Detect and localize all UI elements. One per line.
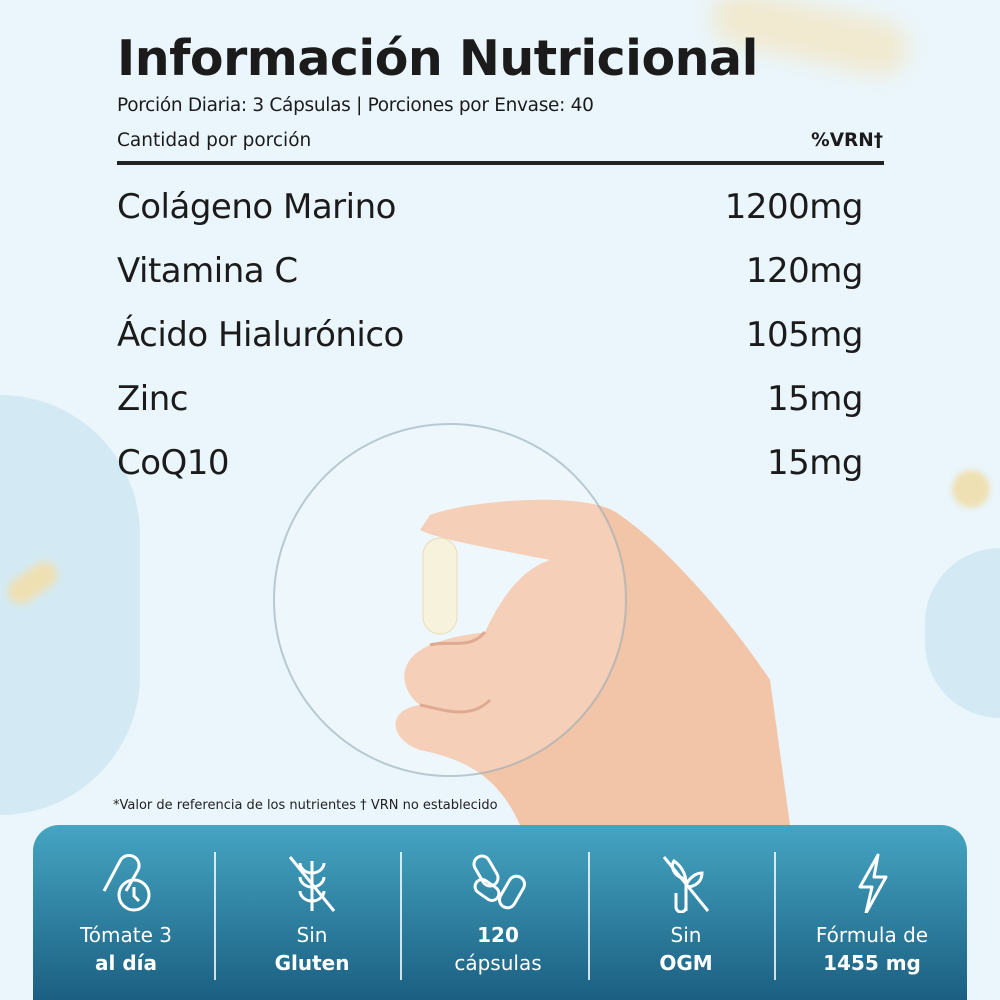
background-circle-left bbox=[0, 395, 140, 815]
nutrient-row: Colágeno Marino 1200mg bbox=[117, 187, 864, 227]
feature-line2: Gluten bbox=[274, 951, 350, 975]
divider bbox=[214, 852, 216, 980]
feature-line1: Sin bbox=[296, 923, 328, 947]
divider bbox=[588, 852, 590, 980]
feature-line1: 120 bbox=[477, 923, 519, 947]
nutrient-row: CoQ10 15mg bbox=[117, 443, 863, 483]
feature-line1: Sin bbox=[670, 923, 702, 947]
capsule-clock-icon bbox=[102, 853, 151, 912]
features-panel: Tómate 3 al día Sin Gluten 120 cápsulas … bbox=[33, 825, 967, 1000]
no-gmo-plant-icon bbox=[662, 856, 710, 913]
feature-gmo-free: Sin OGM bbox=[593, 825, 779, 1000]
nutrient-row: Ácido Hialurónico 105mg bbox=[117, 315, 864, 355]
nutrient-amount: 15mg bbox=[767, 379, 863, 419]
nutrient-row: Zinc 15mg bbox=[117, 379, 863, 419]
divider bbox=[400, 852, 402, 980]
serving-info: Porción Diaria: 3 Cápsulas | Porciones p… bbox=[117, 95, 594, 116]
lightning-icon bbox=[858, 853, 888, 913]
footnote: *Valor de referencia de los nutrientes †… bbox=[113, 798, 498, 813]
capsule bbox=[422, 537, 458, 635]
feature-formula: Fórmula de 1455 mg bbox=[779, 825, 965, 1000]
feature-line2: OGM bbox=[659, 951, 713, 975]
nutrient-row: Vitamina C 120mg bbox=[117, 251, 864, 291]
feature-line2: cápsulas bbox=[454, 951, 542, 975]
amount-per-serving-label: Cantidad por porción bbox=[117, 130, 312, 151]
feature-gluten-free: Sin Gluten bbox=[219, 825, 405, 1000]
nutrient-name: CoQ10 bbox=[117, 443, 230, 483]
divider bbox=[117, 161, 884, 165]
feature-capsule-count: 120 cápsulas bbox=[405, 825, 591, 1000]
table-header: Cantidad por porción %VRN† bbox=[117, 130, 883, 151]
page-title: Información Nutricional bbox=[117, 30, 758, 87]
divider bbox=[774, 852, 776, 980]
hand-holding-capsule-illustration bbox=[273, 423, 790, 825]
hand bbox=[395, 499, 790, 825]
nutrient-name: Zinc bbox=[117, 379, 188, 419]
nutrient-name: Colágeno Marino bbox=[117, 187, 396, 227]
blurred-capsule bbox=[952, 470, 990, 508]
no-wheat-icon bbox=[288, 856, 336, 912]
vrn-label: %VRN† bbox=[811, 130, 883, 151]
nutrient-amount: 120mg bbox=[745, 251, 864, 291]
background-circle-right bbox=[925, 548, 1000, 718]
nutrient-name: Ácido Hialurónico bbox=[117, 315, 404, 355]
glass-sphere bbox=[273, 423, 627, 777]
capsules-icon bbox=[472, 854, 526, 910]
nutrient-amount: 105mg bbox=[745, 315, 864, 355]
feature-dosage: Tómate 3 al día bbox=[33, 825, 219, 1000]
feature-line2: 1455 mg bbox=[823, 951, 921, 975]
feature-line1: Fórmula de bbox=[815, 923, 929, 947]
feature-line1: Tómate 3 bbox=[79, 923, 173, 947]
nutrient-amount: 15mg bbox=[767, 443, 863, 483]
nutrient-name: Vitamina C bbox=[117, 251, 298, 291]
feature-line2: al día bbox=[95, 951, 157, 975]
nutrient-amount: 1200mg bbox=[724, 187, 864, 227]
